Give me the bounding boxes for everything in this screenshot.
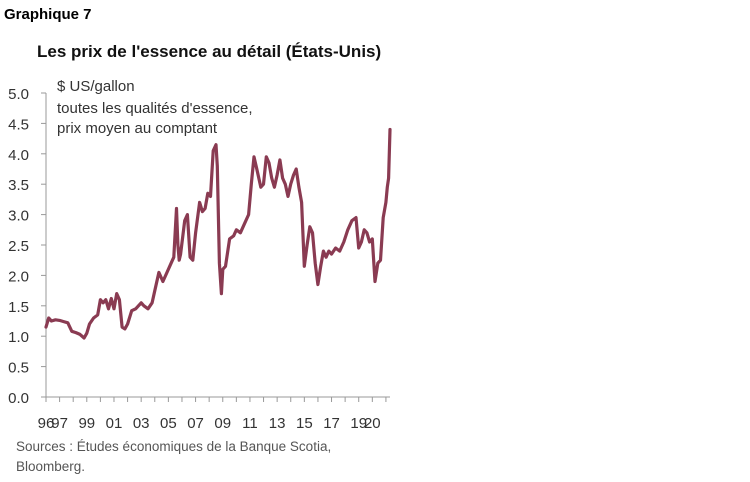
x-tick-label: 99: [78, 415, 95, 432]
x-tick-label: 17: [323, 415, 340, 432]
x-tick-label: 03: [133, 415, 150, 432]
y-tick-label: 3.0: [8, 208, 29, 225]
y-tick-label: 4.5: [8, 116, 29, 133]
x-tick-label: 07: [187, 415, 204, 432]
x-tick-label: 20: [364, 415, 381, 432]
source-line-1: Sources : Études économiques de la Banqu…: [16, 439, 332, 454]
y-tick-label: 2.5: [8, 238, 29, 255]
y-tick-label: 1.5: [8, 299, 29, 316]
y-tick-label: 2.0: [8, 268, 29, 285]
y-axis: 0.0 0.5 1.0 1.5 2.0 2.5 3.0 3.5 4.0 4.5 5.0: [8, 86, 47, 407]
note-line-1: toutes les qualités d'essence,: [57, 100, 253, 117]
unit-label: $ US/gallon: [57, 78, 135, 95]
x-tick-label: 97: [51, 415, 68, 432]
y-tick-label: 0.5: [8, 360, 29, 377]
y-tick-label: 5.0: [8, 86, 29, 103]
x-tick-label: 15: [296, 415, 313, 432]
source-line-2: Bloomberg.: [16, 459, 86, 474]
x-tick-label: 11: [242, 415, 258, 432]
series-line-gasoline-price: [44, 127, 392, 340]
x-tick-label: 01: [106, 415, 123, 432]
y-tick-label: 3.5: [8, 177, 29, 194]
y-tick-label: 1.0: [8, 329, 29, 346]
note-line-2: prix moyen au comptant: [57, 120, 218, 137]
x-tick-label: 19: [350, 415, 367, 432]
y-tick-label: 4.0: [8, 147, 29, 164]
chart-title: Les prix de l'essence au détail (États-U…: [37, 42, 382, 61]
y-tick-label: 0.0: [8, 390, 29, 407]
x-tick-label: 05: [160, 415, 177, 432]
x-tick-label: 09: [214, 415, 231, 432]
figure-label: Graphique 7: [4, 6, 92, 23]
x-tick-label: 96: [38, 415, 55, 432]
series-group: [44, 127, 392, 340]
x-tick-label: 13: [269, 415, 286, 432]
